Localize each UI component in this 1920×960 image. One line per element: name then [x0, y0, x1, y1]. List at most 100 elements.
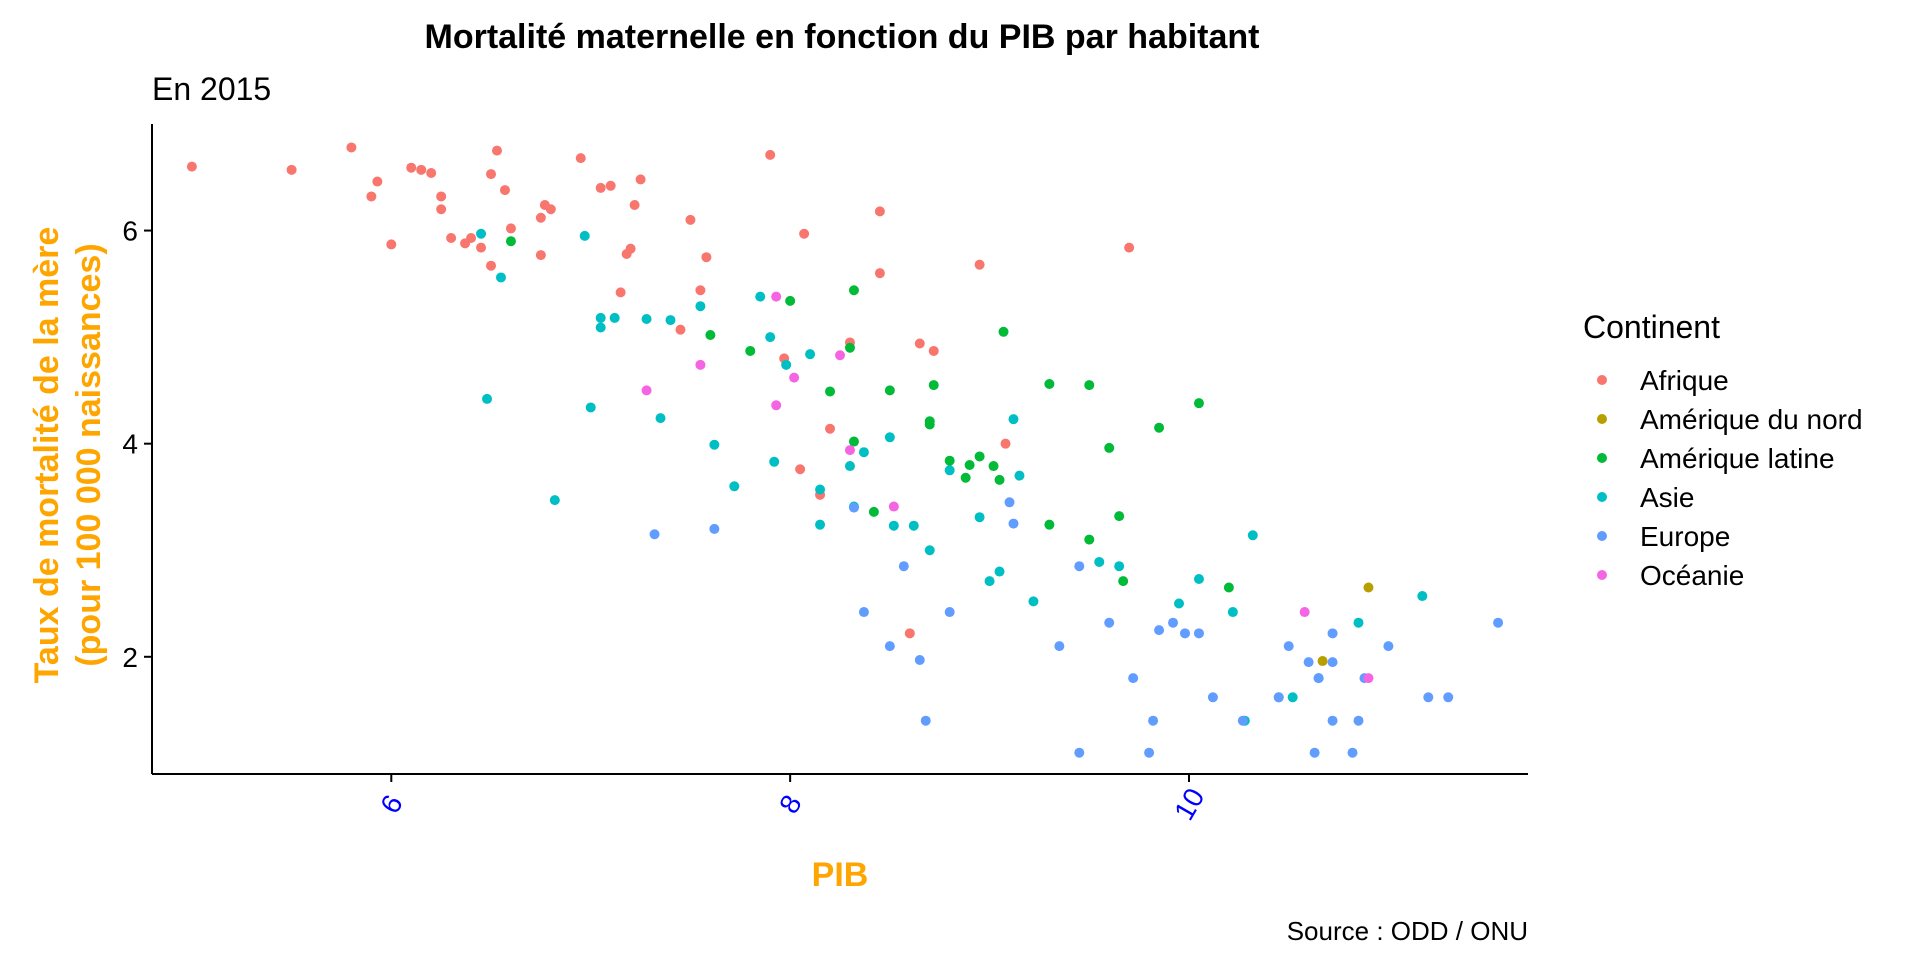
chart-title: Mortalité maternelle en fonction du PIB … — [425, 18, 1260, 56]
data-point — [755, 291, 766, 302]
data-point — [1207, 692, 1218, 703]
data-point — [844, 461, 855, 472]
data-point — [709, 523, 720, 534]
data-point — [994, 474, 1005, 485]
y-axis-title: Taux de mortalité de la mère (pour 100 0… — [28, 227, 108, 684]
data-point — [436, 204, 447, 215]
data-point — [1154, 625, 1165, 636]
data-point — [1084, 534, 1095, 545]
data-point — [888, 520, 899, 531]
data-point — [884, 432, 895, 443]
data-point — [709, 439, 720, 450]
data-point — [1327, 715, 1338, 726]
legend-label: Afrique — [1640, 365, 1729, 396]
data-point — [416, 164, 427, 175]
data-point — [595, 322, 606, 333]
data-point — [505, 236, 516, 247]
data-point — [1353, 715, 1364, 726]
legend-key — [1597, 492, 1607, 502]
data-point — [615, 287, 626, 298]
data-point — [1493, 617, 1504, 628]
legend-item: Europe — [1597, 521, 1730, 552]
data-point — [1168, 617, 1179, 628]
data-point — [1124, 242, 1135, 253]
data-point — [771, 400, 782, 411]
data-point — [944, 455, 955, 466]
data-point — [1237, 715, 1248, 726]
data-point — [1104, 442, 1115, 453]
data-point — [1443, 692, 1454, 703]
data-point — [1179, 628, 1190, 639]
data-point — [372, 176, 383, 187]
data-point — [446, 233, 457, 244]
data-point — [1174, 598, 1185, 609]
data-point — [595, 182, 606, 193]
data-point — [186, 161, 197, 172]
y-tick-label: 2 — [122, 642, 138, 673]
data-point — [535, 212, 546, 223]
data-points — [186, 142, 1504, 758]
data-point — [898, 561, 909, 572]
data-point — [366, 191, 377, 202]
data-point — [1128, 673, 1139, 684]
data-point — [914, 338, 925, 349]
data-point — [1094, 556, 1105, 567]
data-point — [641, 385, 652, 396]
data-point — [386, 239, 397, 250]
data-point — [1227, 607, 1238, 618]
data-point — [286, 164, 297, 175]
legend-title: Continent — [1583, 309, 1720, 345]
data-point — [1004, 497, 1015, 508]
series-am-rique-latine — [505, 236, 1234, 593]
data-point — [789, 372, 800, 383]
data-point — [960, 472, 971, 483]
data-point — [649, 529, 660, 540]
legend-label: Amérique latine — [1640, 443, 1835, 474]
data-point — [765, 149, 776, 160]
data-point — [1299, 607, 1310, 618]
x-axis-title: PIB — [812, 856, 869, 894]
data-point — [874, 206, 885, 217]
data-point — [1148, 715, 1159, 726]
data-point — [1008, 414, 1019, 425]
series-europe — [649, 497, 1504, 758]
data-point — [858, 447, 869, 458]
data-point — [499, 185, 510, 196]
data-point — [1283, 641, 1294, 652]
chart-subtitle: En 2015 — [152, 71, 271, 107]
series-afrique — [186, 142, 1135, 639]
data-point — [695, 359, 706, 370]
legend-item: Asie — [1597, 482, 1694, 513]
data-point — [805, 349, 816, 360]
data-point — [1193, 628, 1204, 639]
data-point — [944, 465, 955, 476]
data-point — [579, 230, 590, 241]
data-point — [1054, 641, 1065, 652]
data-point — [495, 272, 506, 283]
data-point — [799, 228, 810, 239]
data-point — [426, 168, 437, 179]
data-point — [1014, 470, 1025, 481]
data-point — [765, 332, 776, 343]
data-point — [868, 506, 879, 517]
data-point — [1223, 582, 1234, 593]
legend-key — [1597, 414, 1607, 424]
data-point — [924, 545, 935, 556]
data-point — [1008, 518, 1019, 529]
data-point — [436, 191, 447, 202]
data-point — [984, 576, 995, 587]
x-tick-label: 6 — [374, 790, 409, 819]
data-point — [888, 501, 899, 512]
legend-label: Asie — [1640, 482, 1694, 513]
data-point — [1144, 747, 1155, 758]
data-point — [795, 464, 806, 475]
data-point — [1154, 422, 1165, 433]
data-point — [785, 295, 796, 306]
data-point — [585, 402, 596, 413]
data-point — [705, 329, 716, 340]
data-point — [1193, 398, 1204, 409]
data-point — [904, 628, 915, 639]
data-point — [476, 228, 487, 239]
legend-key — [1597, 531, 1607, 541]
data-point — [974, 451, 985, 462]
